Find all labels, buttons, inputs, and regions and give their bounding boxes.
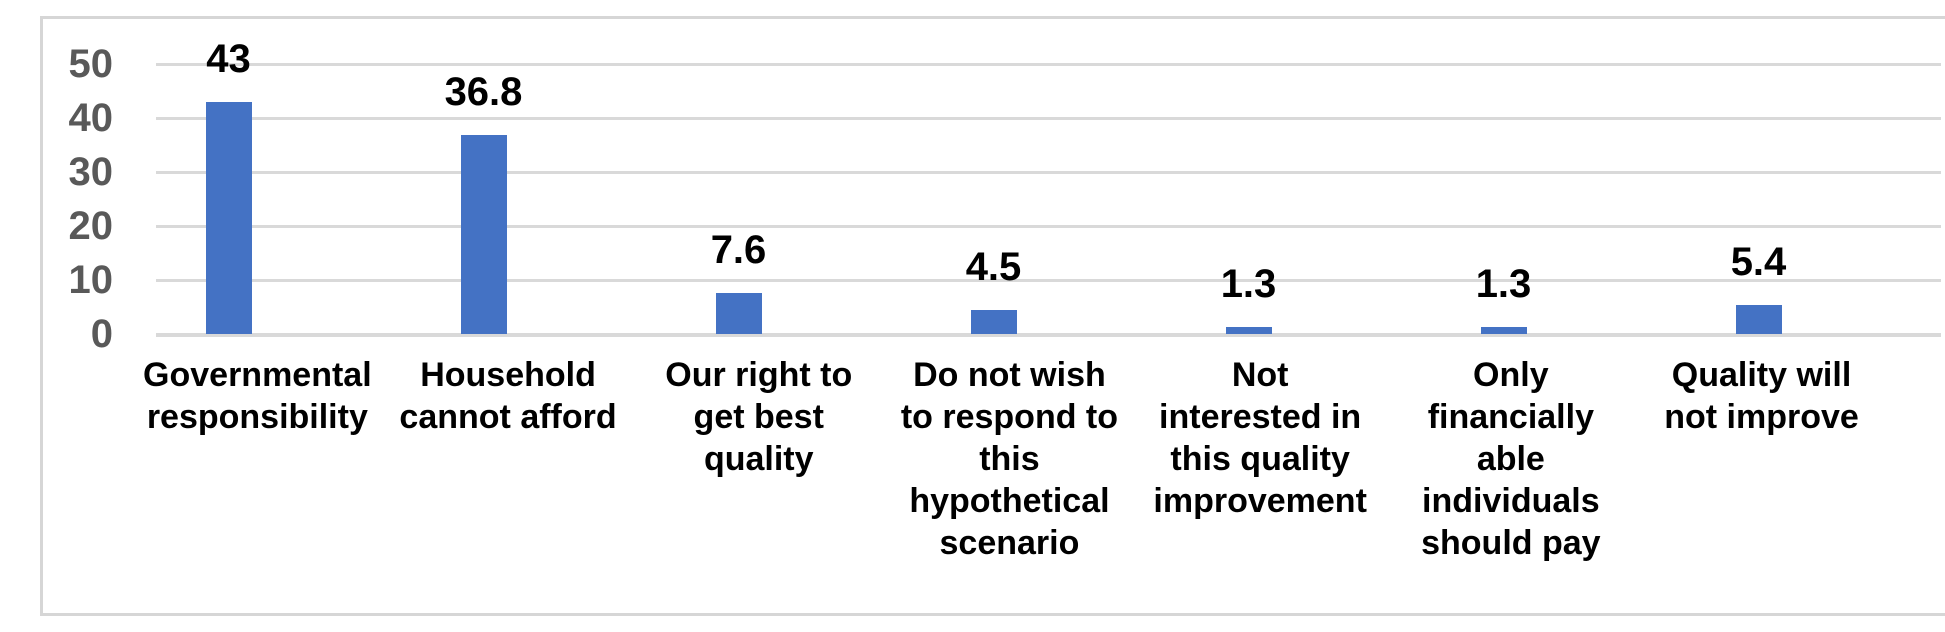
x-axis-category-label: Only financially able individuals should… <box>1421 356 1601 562</box>
bar <box>1735 305 1782 334</box>
bar-value-label: 36.8 <box>444 70 523 114</box>
bar-chart: 0 10 20 30 40 50 43 36.8 7.6 4.5 1.3 1.3 5.4 Govern… <box>40 16 1945 616</box>
gridline <box>156 279 1941 282</box>
bar-value-label: 7.6 <box>710 228 767 272</box>
y-axis-tick-label: 30 <box>68 150 114 194</box>
bar <box>715 293 762 334</box>
bar <box>1480 327 1527 334</box>
bar <box>970 310 1017 334</box>
bar-value-label: 1.3 <box>1475 262 1532 306</box>
y-axis-tick-label: 50 <box>68 42 114 86</box>
x-axis-category-label: Do not wish to respond to this hypotheti… <box>900 356 1119 562</box>
gridline <box>156 333 1941 337</box>
x-axis-category-label: Governmental responsibility <box>143 356 372 436</box>
x-axis-category-label: Quality will not improve <box>1664 356 1859 436</box>
bar-value-label: 5.4 <box>1730 240 1787 284</box>
bar-value-label: 4.5 <box>965 245 1022 289</box>
x-axis-category-label: Not interested in this quality improveme… <box>1153 356 1367 520</box>
bar <box>1225 327 1272 334</box>
y-axis-tick-label: 10 <box>68 258 114 302</box>
gridline <box>156 63 1941 66</box>
bar <box>205 102 252 334</box>
bar <box>460 135 507 334</box>
x-axis-category-label: Household cannot afford <box>399 356 617 436</box>
bar-value-label: 1.3 <box>1220 262 1277 306</box>
x-axis-category-label: Our right to get best quality <box>665 356 853 478</box>
gridline <box>156 117 1941 120</box>
gridline <box>156 225 1941 228</box>
y-axis-tick-label: 20 <box>68 204 114 248</box>
y-axis-tick-label: 0 <box>90 312 113 356</box>
y-axis-tick-label: 40 <box>68 96 114 140</box>
gridline <box>156 171 1941 174</box>
bar-value-label: 43 <box>206 37 251 81</box>
